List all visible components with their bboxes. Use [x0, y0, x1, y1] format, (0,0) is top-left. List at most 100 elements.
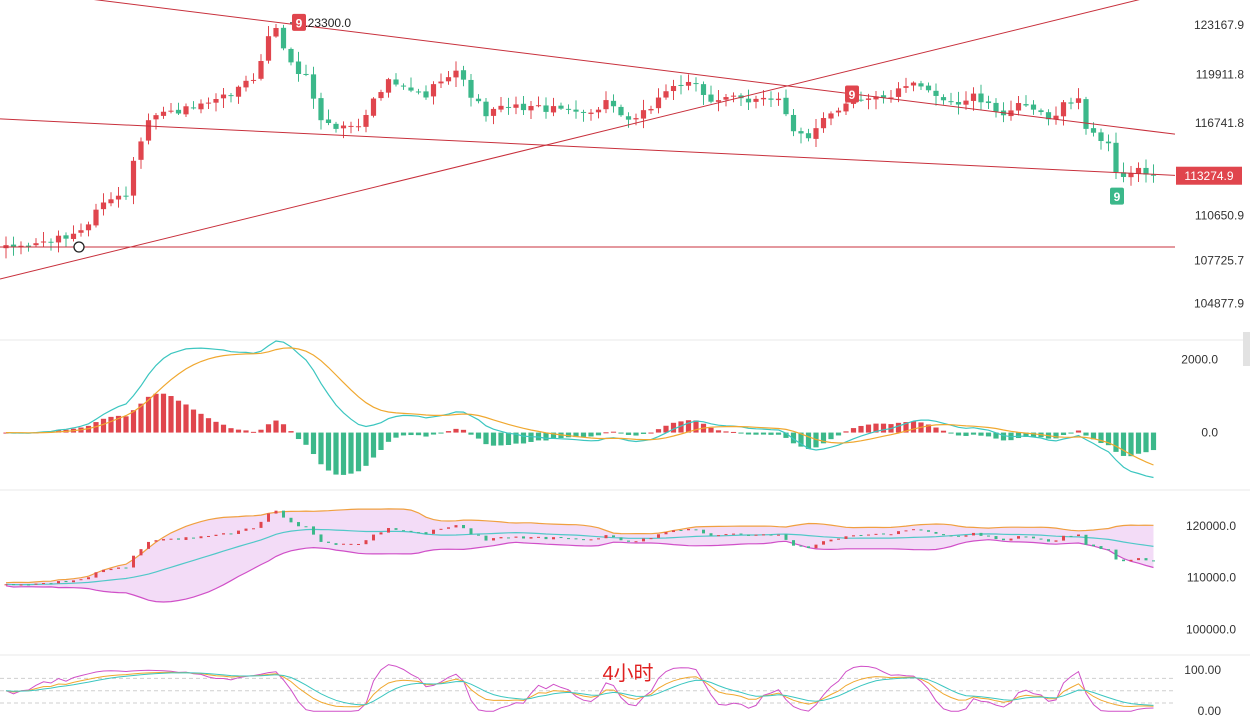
boll-mini-candle	[897, 531, 900, 535]
price-panel[interactable]: 123167.9 119911.8 116741.8 110650.9 107725.7…	[0, 0, 1244, 311]
candle	[550, 97, 557, 117]
boll-mini-candle	[162, 539, 165, 541]
boll-mini-candle	[919, 529, 923, 531]
candle	[730, 92, 737, 103]
boll-mid-line	[5, 528, 1154, 586]
macd-bar	[115, 415, 122, 433]
boll-mini-candle	[604, 535, 608, 539]
candle	[93, 203, 99, 228]
macd-bar	[693, 420, 699, 433]
candle	[138, 137, 144, 169]
trendline-anchor-point[interactable]	[73, 241, 85, 253]
macd-bar	[235, 429, 242, 433]
macd-bar	[340, 432, 347, 475]
candle	[385, 77, 392, 98]
candle	[535, 96, 542, 108]
boll-mini-candle	[57, 581, 60, 584]
macd-bar	[318, 432, 324, 465]
candle	[940, 94, 947, 105]
candle	[910, 81, 917, 92]
macd-bar	[595, 432, 602, 436]
macd-bar	[160, 393, 167, 433]
trendline-ascending-support[interactable]	[0, 0, 1175, 280]
candle	[70, 225, 77, 242]
boll-mini-candle	[574, 538, 578, 540]
candle	[595, 107, 602, 119]
macd-bar	[745, 432, 752, 435]
candle	[303, 64, 309, 77]
boll-mini-candle	[762, 534, 765, 536]
candle	[520, 95, 527, 115]
candle	[160, 106, 167, 119]
candle	[438, 73, 444, 89]
candle	[1045, 109, 1052, 126]
candle	[183, 103, 189, 117]
boll-mini-candle	[169, 538, 173, 540]
candle	[490, 107, 497, 125]
candle	[663, 84, 669, 100]
candle	[310, 66, 317, 109]
candle	[235, 85, 242, 104]
macd-bar	[348, 432, 354, 474]
boll-mini-candle	[154, 540, 158, 542]
macd-bar	[198, 413, 204, 433]
candle	[925, 82, 932, 93]
candle	[145, 113, 152, 145]
macd-bar	[400, 432, 407, 436]
macd-bar	[903, 422, 909, 433]
macd-bar	[363, 432, 369, 466]
candle	[295, 51, 302, 82]
candle	[280, 24, 287, 51]
candle	[1083, 96, 1089, 135]
boll-mini-candle	[514, 536, 518, 538]
macd-bar	[880, 423, 887, 433]
macd-bar	[708, 427, 714, 433]
boll-mini-candle	[799, 545, 803, 547]
macd-bar	[730, 431, 737, 433]
boll-mini-candle	[612, 535, 615, 538]
boll-mini-candle	[619, 537, 623, 541]
kdj-panel[interactable]: 100.00 0.00	[0, 663, 1221, 718]
macd-bar	[468, 432, 474, 435]
panel-resize-handle[interactable]	[1243, 332, 1250, 366]
boll-mini-candle	[994, 536, 998, 540]
trendline-upper-descending[interactable]	[0, 0, 1176, 135]
boll-mini-candle	[499, 537, 503, 539]
candle	[453, 61, 459, 88]
macd-bar	[445, 431, 452, 433]
boll-mini-candle	[462, 524, 465, 529]
macd-bar	[1030, 432, 1037, 437]
macd-bar	[738, 432, 744, 434]
candle	[543, 97, 549, 119]
candle	[505, 97, 512, 115]
macd-bar	[565, 432, 572, 438]
macd-bar	[355, 432, 362, 472]
boll-mini-candle	[432, 529, 435, 534]
candle	[798, 127, 804, 144]
candle	[723, 93, 729, 107]
candle	[408, 77, 414, 93]
candle	[813, 118, 819, 147]
candle	[805, 128, 812, 142]
candle	[618, 104, 624, 117]
macd-bar	[625, 432, 632, 435]
boll-mini-candle	[1099, 546, 1103, 549]
bollinger-panel[interactable]: 120000.0 110000.0 100000.0	[4, 508, 1237, 636]
boll-mini-candle	[859, 534, 863, 536]
macd-panel[interactable]: 2000.0 0.0	[3, 340, 1218, 479]
macd-bar	[1135, 432, 1142, 454]
boll-mini-candle	[124, 567, 128, 569]
boll-mini-candle	[784, 534, 788, 540]
macd-bar	[790, 432, 797, 444]
boll-mini-candle	[409, 530, 413, 532]
candle	[1113, 132, 1119, 180]
macd-bar	[805, 432, 812, 449]
trendline-lower-descending[interactable]	[0, 118, 1176, 176]
candle	[483, 97, 489, 122]
macd-bar	[498, 432, 504, 446]
boll-mini-candle	[649, 538, 653, 540]
candle	[393, 73, 399, 87]
candle	[333, 121, 339, 133]
